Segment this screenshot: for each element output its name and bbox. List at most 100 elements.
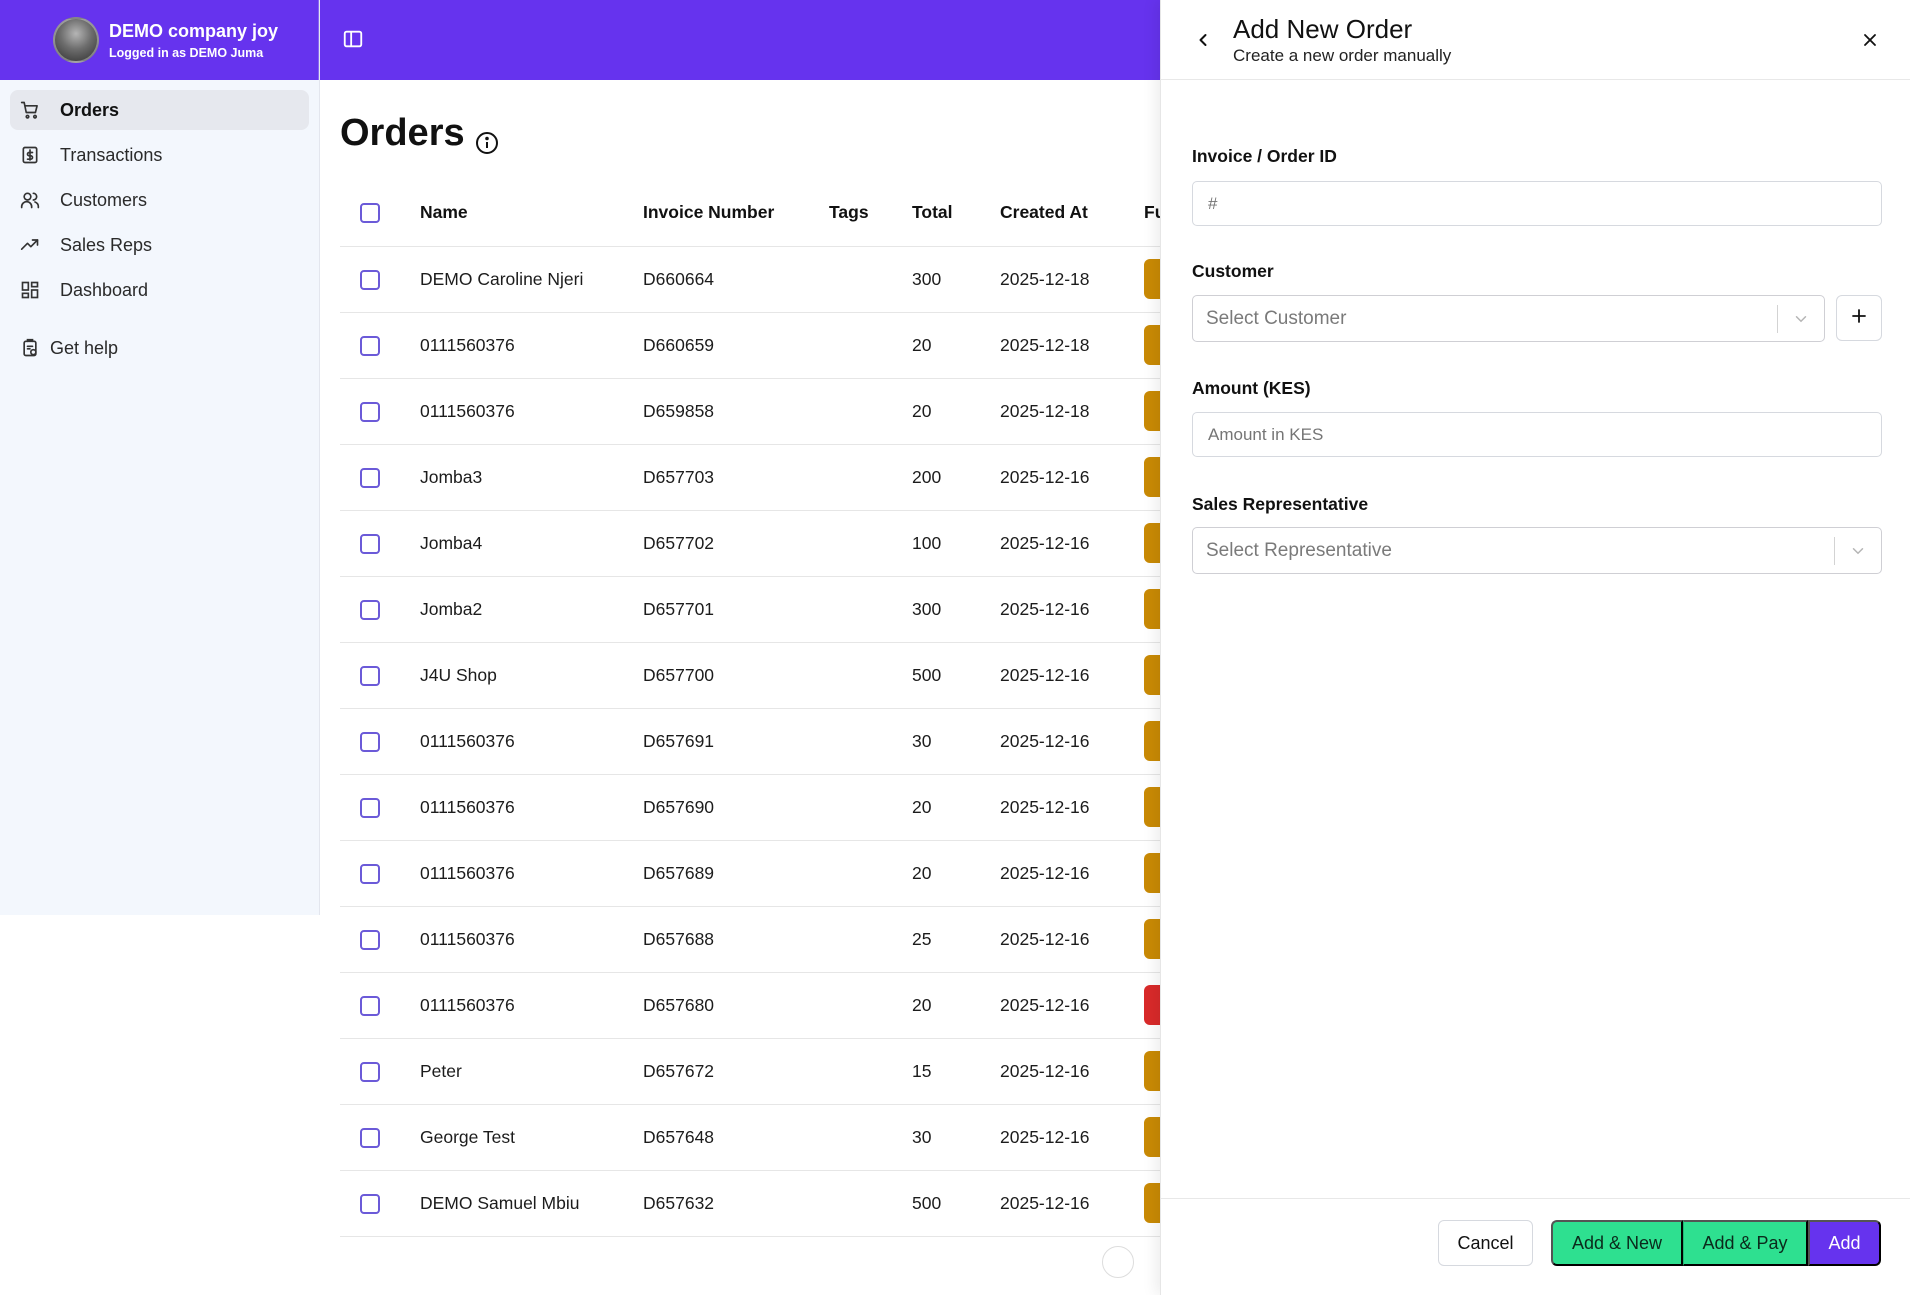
fulfillment-status-badge[interactable] — [1144, 259, 1160, 299]
row-checkbox[interactable] — [360, 665, 380, 686]
close-icon[interactable] — [1860, 30, 1880, 50]
column-header-invoice[interactable]: Invoice Number — [643, 180, 829, 247]
select-all-checkbox[interactable] — [360, 203, 380, 224]
fulfillment-status-badge[interactable] — [1144, 853, 1160, 893]
fulfillment-status-badge[interactable] — [1144, 325, 1160, 365]
table-row[interactable]: 0111560376 D657688 25 2025-12-16 — [340, 906, 1160, 973]
table-row[interactable]: DEMO Samuel Mbiu D657632 500 2025-12-16 — [340, 1170, 1160, 1237]
row-checkbox[interactable] — [360, 269, 380, 290]
table-row[interactable]: Peter D657672 15 2025-12-16 — [340, 1038, 1160, 1105]
avatar[interactable] — [53, 17, 99, 63]
column-header-total[interactable]: Total — [912, 180, 1000, 247]
users-icon — [20, 190, 40, 210]
table-row[interactable]: Jomba3 D657703 200 2025-12-16 — [340, 444, 1160, 511]
cell-total: 300 — [912, 576, 1000, 643]
column-header-tags[interactable]: Tags — [829, 180, 912, 247]
cell-tags — [829, 378, 912, 445]
table-row[interactable]: Jomba4 D657702 100 2025-12-16 — [340, 510, 1160, 577]
table-row[interactable]: DEMO Caroline Njeri D660664 300 2025-12-18 — [340, 246, 1160, 313]
cell-created: 2025-12-18 — [1000, 378, 1144, 445]
sales-rep-select[interactable]: Select Representative — [1192, 527, 1882, 574]
cell-fulfillment — [1144, 1170, 1160, 1237]
fulfillment-status-badge[interactable] — [1144, 589, 1160, 629]
fulfillment-status-badge[interactable] — [1144, 919, 1160, 959]
table-row[interactable]: 0111560376 D657691 30 2025-12-16 — [340, 708, 1160, 775]
sidebar-item-transactions[interactable]: Transactions — [10, 135, 309, 175]
cell-invoice: D657648 — [643, 1104, 829, 1171]
row-checkbox[interactable] — [360, 731, 380, 752]
cell-invoice: D660664 — [643, 246, 829, 313]
top-bar — [320, 0, 1160, 80]
plus-icon — [1850, 307, 1868, 330]
amount-input[interactable] — [1192, 412, 1882, 457]
row-checkbox[interactable] — [360, 929, 380, 950]
row-checkbox[interactable] — [360, 1193, 380, 1214]
fulfillment-status-badge[interactable] — [1144, 655, 1160, 695]
cell-name: DEMO Samuel Mbiu — [420, 1170, 643, 1237]
sidebar-item-sales-reps[interactable]: Sales Reps — [10, 225, 309, 265]
row-checkbox[interactable] — [360, 1061, 380, 1082]
sidebar-item-customers[interactable]: Customers — [10, 180, 309, 220]
sidebar-item-orders[interactable]: Orders — [10, 90, 309, 130]
dollar-icon — [20, 145, 40, 165]
sidebar-item-dashboard[interactable]: Dashboard — [10, 270, 309, 310]
row-checkbox-cell — [340, 774, 420, 841]
row-checkbox[interactable] — [360, 599, 380, 620]
table-row[interactable]: 0111560376 D660659 20 2025-12-18 — [340, 312, 1160, 379]
invoice-input[interactable] — [1192, 181, 1882, 226]
fulfillment-status-badge[interactable] — [1144, 457, 1160, 497]
add-button[interactable]: Add — [1808, 1220, 1881, 1266]
row-checkbox[interactable] — [360, 863, 380, 884]
fulfillment-status-badge[interactable] — [1144, 787, 1160, 827]
page-title-text: Orders — [340, 112, 465, 154]
row-checkbox[interactable] — [360, 467, 380, 488]
table-row[interactable]: J4U Shop D657700 500 2025-12-16 — [340, 642, 1160, 709]
add-and-new-button[interactable]: Add & New — [1551, 1220, 1683, 1266]
cell-invoice: D660659 — [643, 312, 829, 379]
scroll-indicator[interactable] — [1102, 1246, 1134, 1278]
cell-name: DEMO Caroline Njeri — [420, 246, 643, 313]
customer-select[interactable]: Select Customer — [1192, 295, 1825, 342]
fulfillment-status-badge[interactable] — [1144, 985, 1160, 1025]
column-header-fulfillment[interactable]: Fu — [1144, 180, 1160, 247]
row-checkbox[interactable] — [360, 335, 380, 356]
fulfillment-status-badge[interactable] — [1144, 1051, 1160, 1091]
row-checkbox[interactable] — [360, 1127, 380, 1148]
help-clipboard-icon — [20, 338, 40, 358]
table-row[interactable]: George Test D657648 30 2025-12-16 — [340, 1104, 1160, 1171]
cell-created: 2025-12-16 — [1000, 708, 1144, 775]
row-checkbox[interactable] — [360, 401, 380, 422]
cell-tags — [829, 972, 912, 1039]
row-checkbox-cell — [340, 246, 420, 313]
cell-fulfillment — [1144, 312, 1160, 379]
cell-total: 100 — [912, 510, 1000, 577]
column-header-created[interactable]: Created At — [1000, 180, 1144, 247]
table-row[interactable]: 0111560376 D657689 20 2025-12-16 — [340, 840, 1160, 907]
table-row[interactable]: 0111560376 D659858 20 2025-12-18 — [340, 378, 1160, 445]
fulfillment-status-badge[interactable] — [1144, 391, 1160, 431]
info-icon[interactable] — [475, 122, 499, 154]
fulfillment-status-badge[interactable] — [1144, 721, 1160, 761]
cancel-button[interactable]: Cancel — [1438, 1220, 1533, 1266]
fulfillment-status-badge[interactable] — [1144, 1183, 1160, 1223]
table-row[interactable]: Jomba2 D657701 300 2025-12-16 — [340, 576, 1160, 643]
sidebar-item-help[interactable]: Get help — [10, 328, 309, 368]
cell-created: 2025-12-16 — [1000, 840, 1144, 907]
row-checkbox[interactable] — [360, 797, 380, 818]
cell-tags — [829, 708, 912, 775]
row-checkbox[interactable] — [360, 533, 380, 554]
table-row[interactable]: 0111560376 D657680 20 2025-12-16 — [340, 972, 1160, 1039]
add-and-pay-button[interactable]: Add & Pay — [1683, 1220, 1808, 1266]
back-chevron-icon[interactable] — [1193, 30, 1213, 50]
add-customer-button[interactable] — [1836, 295, 1882, 341]
fulfillment-status-badge[interactable] — [1144, 523, 1160, 563]
company-header[interactable]: DEMO company joy Logged in as DEMO Juma — [0, 0, 319, 80]
orders-page: Orders Name Invoice Number Tags Total Cr… — [320, 80, 1160, 1295]
row-checkbox[interactable] — [360, 995, 380, 1016]
sidebar-toggle-icon[interactable] — [342, 28, 364, 50]
cell-fulfillment — [1144, 840, 1160, 907]
fulfillment-status-badge[interactable] — [1144, 1117, 1160, 1157]
table-row[interactable]: 0111560376 D657690 20 2025-12-16 — [340, 774, 1160, 841]
cell-tags — [829, 246, 912, 313]
column-header-name[interactable]: Name — [420, 180, 643, 247]
